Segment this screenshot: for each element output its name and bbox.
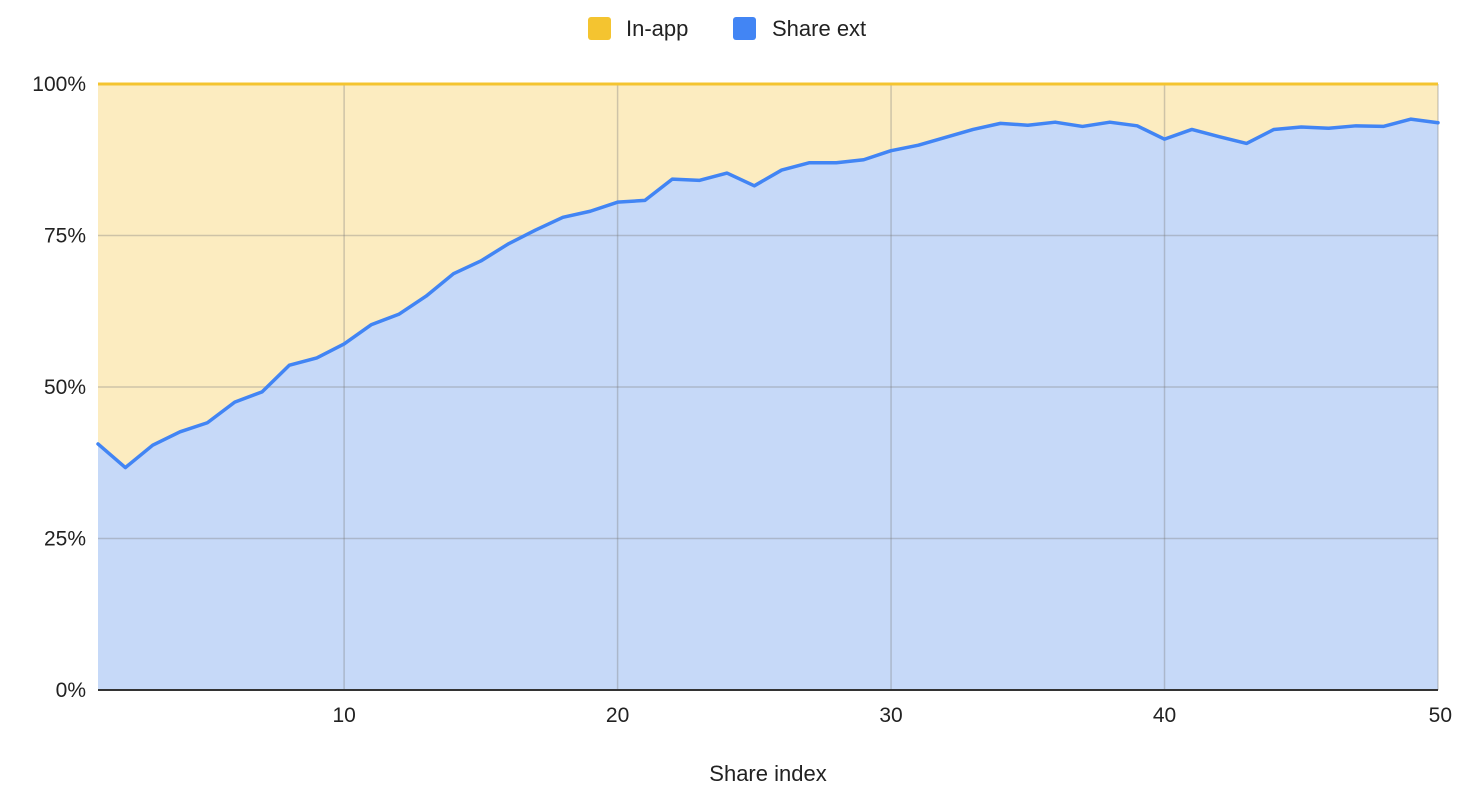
x-tick-label-20: 20 [606, 704, 629, 727]
series-lines [96, 82, 1440, 470]
legend-swatch-share-ext [733, 17, 756, 40]
y-tick-label-75: 75% [44, 225, 86, 248]
chart-legend: In-app Share ext [588, 16, 866, 41]
tick-labels: 0% 25% 50% 75% 100% 10 20 30 40 50 [32, 73, 1452, 727]
y-tick-label-0: 0% [56, 679, 86, 702]
x-tick-label-30: 30 [879, 704, 902, 727]
area-share-ext [98, 119, 1438, 690]
legend-label-share-ext: Share ext [772, 16, 866, 41]
area-in-app [98, 84, 1438, 468]
legend-label-in-app: In-app [626, 16, 688, 41]
x-tick-label-40: 40 [1153, 704, 1176, 727]
line-share-ext [96, 117, 1440, 470]
y-tick-label-100: 100% [32, 73, 86, 96]
area-series [98, 84, 1438, 690]
x-tick-label-10: 10 [332, 704, 355, 727]
x-axis-title: Share index [709, 761, 826, 786]
x-tick-label-50: 50 [1429, 704, 1452, 727]
y-tick-label-25: 25% [44, 528, 86, 551]
y-tick-label-50: 50% [44, 376, 86, 399]
legend-swatch-in-app [588, 17, 611, 40]
